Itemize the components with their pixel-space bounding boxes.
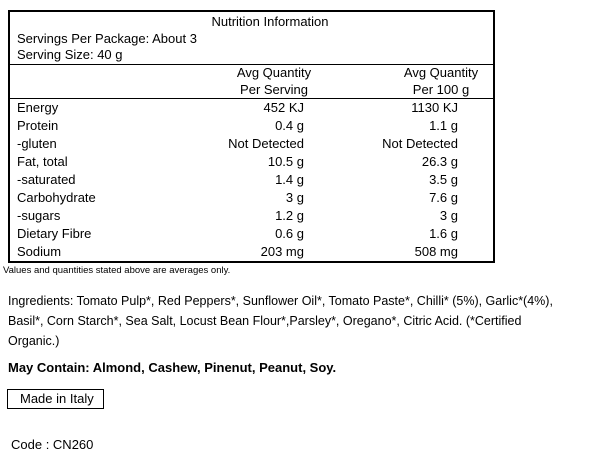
nutrient-rows: Energy 452 KJ 1130 KJ Protein 0.4 g 1.1 … <box>10 99 493 261</box>
per-serving-header-line2: Per Serving <box>240 81 308 97</box>
per-100g-header-line1: Avg Quantity <box>403 65 479 80</box>
nutrition-table: Nutrition Information Servings Per Packa… <box>8 10 495 263</box>
per-serving-value: 203 mg <box>260 244 304 259</box>
table-row: -saturated 1.4 g 3.5 g <box>10 171 493 189</box>
per-100g-value: 3 g <box>439 208 458 223</box>
ingredients-line: Basil*, Corn Starch*, Sea Salt, Locust B… <box>8 314 522 328</box>
nutrient-label: Carbohydrate <box>17 190 96 205</box>
ingredients-paragraph: Ingredients: Tomato Pulp*, Red Peppers*,… <box>8 291 553 351</box>
per-serving-value: 3 g <box>285 190 304 205</box>
table-row: Dietary Fibre 0.6 g 1.6 g <box>10 225 493 243</box>
averages-note: Values and quantities stated above are a… <box>3 265 231 276</box>
ingredients-line: Ingredients: Tomato Pulp*, Red Peppers*,… <box>8 294 553 308</box>
made-in-italy-label: Made in Italy <box>20 391 94 406</box>
row-spacer <box>458 99 493 117</box>
per-100g-value: 26.3 g <box>421 154 458 169</box>
row-spacer <box>458 243 493 261</box>
per-100g-value: 1.6 g <box>429 226 458 241</box>
row-spacer <box>458 117 493 135</box>
per-serving-value: 1.2 g <box>275 208 304 223</box>
per-100g-value: 1130 KJ <box>411 100 458 115</box>
row-spacer <box>458 135 493 153</box>
per-serving-value: 10.5 g <box>267 154 304 169</box>
row-spacer <box>458 207 493 225</box>
column-headers-row: Avg Quantity Per Serving Avg Quantity Pe… <box>10 65 493 99</box>
table-row: Energy 452 KJ 1130 KJ <box>10 99 493 117</box>
per-100g-value: 508 mg <box>414 244 458 259</box>
table-row: Carbohydrate 3 g 7.6 g <box>10 189 493 207</box>
per-100g-value: 3.5 g <box>429 172 458 187</box>
row-spacer <box>458 153 493 171</box>
per-serving-header-line1: Avg Quantity <box>236 65 312 80</box>
nutrient-label: Fat, total <box>17 154 68 169</box>
per-100g-value: Not Detected <box>382 136 458 151</box>
made-in-italy-box: Made in Italy <box>7 389 104 409</box>
nutrient-label: Protein <box>17 118 59 133</box>
nutrient-label: -sugars <box>17 208 61 223</box>
nutrient-label: Sodium <box>17 244 62 259</box>
per-serving-column-header: Avg Quantity Per Serving <box>237 65 311 98</box>
table-row: Fat, total 10.5 g 26.3 g <box>10 153 493 171</box>
table-row: Sodium 203 mg 508 mg <box>10 243 493 261</box>
nutrient-label: Energy <box>17 100 59 115</box>
table-title: Nutrition Information <box>211 14 329 29</box>
nutrient-label: -saturated <box>17 172 76 187</box>
table-row: -sugars 1.2 g 3 g <box>10 207 493 225</box>
nutrient-label: -gluten <box>17 136 57 151</box>
per-serving-value: 1.4 g <box>275 172 304 187</box>
per-serving-value: 452 KJ <box>263 100 304 115</box>
ingredients-line: Organic.) <box>8 334 60 348</box>
table-row: -gluten Not Detected Not Detected <box>10 135 493 153</box>
nutrient-label: Dietary Fibre <box>17 226 92 241</box>
per-serving-value: 0.6 g <box>275 226 304 241</box>
servings-per-package: Servings Per Package: About 3 <box>17 31 197 46</box>
per-100g-value: 1.1 g <box>429 118 458 133</box>
per-serving-value: 0.4 g <box>275 118 304 133</box>
row-spacer <box>458 171 493 189</box>
table-header-section: Nutrition Information Servings Per Packa… <box>10 12 493 65</box>
may-contain-statement: May Contain: Almond, Cashew, Pinenut, Pe… <box>8 360 337 375</box>
row-spacer <box>458 225 493 243</box>
product-code: Code : CN260 <box>11 437 94 452</box>
table-row: Protein 0.4 g 1.1 g <box>10 117 493 135</box>
serving-size: Serving Size: 40 g <box>17 46 123 62</box>
row-spacer <box>458 189 493 207</box>
per-100g-value: 7.6 g <box>429 190 458 205</box>
per-100g-header-line2: Per 100 g <box>412 81 470 97</box>
per-100g-column-header: Avg Quantity Per 100 g <box>404 65 478 98</box>
per-serving-value: Not Detected <box>228 136 304 151</box>
